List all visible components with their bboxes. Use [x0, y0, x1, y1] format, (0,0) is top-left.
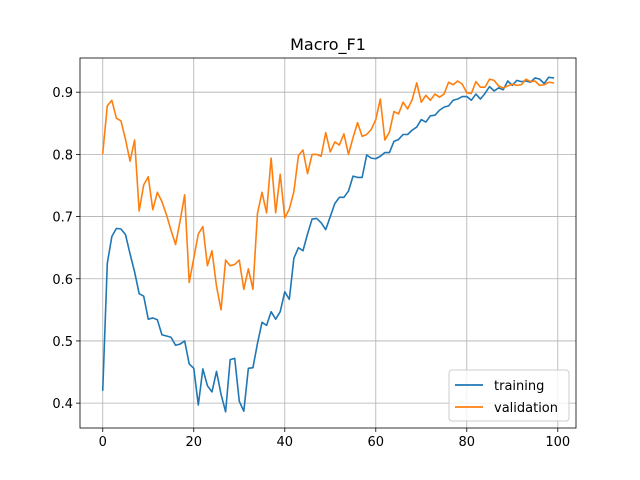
y-tick-label: 0.7: [52, 211, 73, 226]
y-tick-label: 0.5: [52, 335, 73, 350]
x-tick-label: 60: [368, 435, 385, 450]
y-tick-label: 0.9: [52, 86, 73, 101]
chart-title: Macro_F1: [290, 35, 366, 55]
data-series: [101, 76, 555, 413]
x-tick-label: 20: [185, 435, 202, 450]
axes-frame: [79, 57, 577, 429]
x-tick-label: 80: [459, 435, 476, 450]
legend-label-validation: validation: [494, 401, 558, 416]
y-tick-label: 0.6: [52, 273, 73, 288]
x-tick-label: 0: [99, 435, 107, 450]
y-tick-label: 0.8: [52, 148, 73, 163]
series-line-validation: [101, 78, 555, 311]
legend-box: [448, 369, 570, 422]
x-tick-label: 40: [276, 435, 293, 450]
x-tick-label: 100: [545, 435, 570, 450]
legend: training validation: [448, 369, 570, 422]
plot-area: [80, 58, 576, 428]
series-line-training: [101, 76, 555, 413]
legend-label-training: training: [494, 379, 544, 394]
y-tick-label: 0.4: [52, 397, 73, 412]
axis-ticks: 0 20 40 60 80 100 0.4 0.5 0.6 0.7 0.8 0.9: [52, 86, 570, 450]
